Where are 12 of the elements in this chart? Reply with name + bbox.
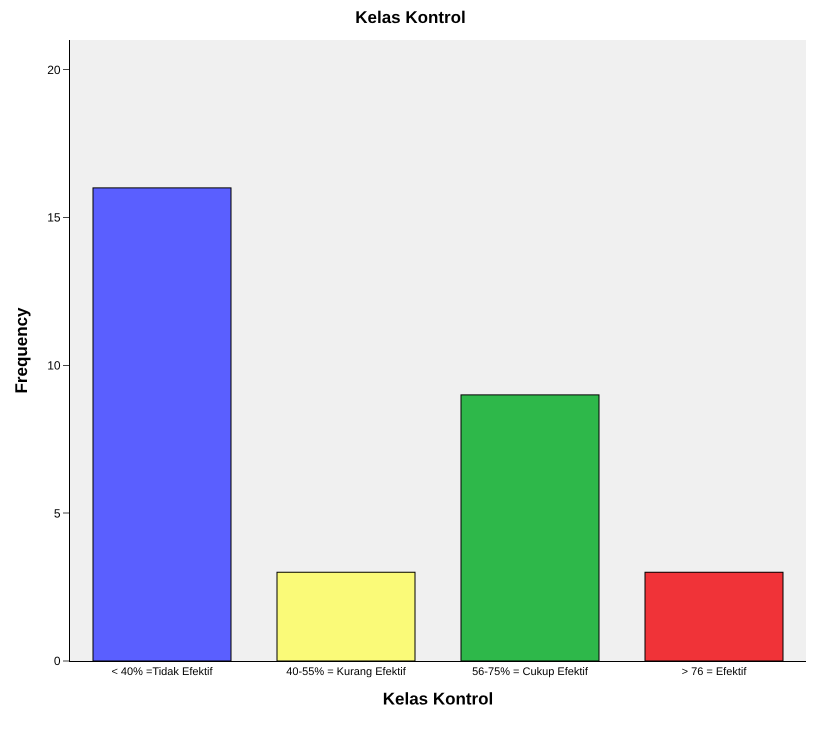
x-tick-label: 40-55% = Kurang Efektif — [286, 666, 407, 678]
x-axis-title: Kelas Kontrol — [382, 690, 494, 709]
y-tick-label: 5 — [54, 506, 61, 520]
y-tick-label: 10 — [47, 358, 61, 372]
x-tick-label: 56-75% = Cukup Efektif — [472, 666, 589, 678]
y-tick-label: 20 — [47, 62, 61, 77]
x-tick-label: < 40% =Tidak Efektif — [111, 666, 214, 678]
x-tick-label: > 76 = Efektif — [682, 666, 748, 678]
chart-title: Kelas Kontrol — [355, 8, 466, 27]
y-tick-label: 0 — [54, 654, 61, 668]
y-axis-title: Frequency — [12, 306, 31, 394]
y-tick-label: 15 — [47, 210, 61, 225]
